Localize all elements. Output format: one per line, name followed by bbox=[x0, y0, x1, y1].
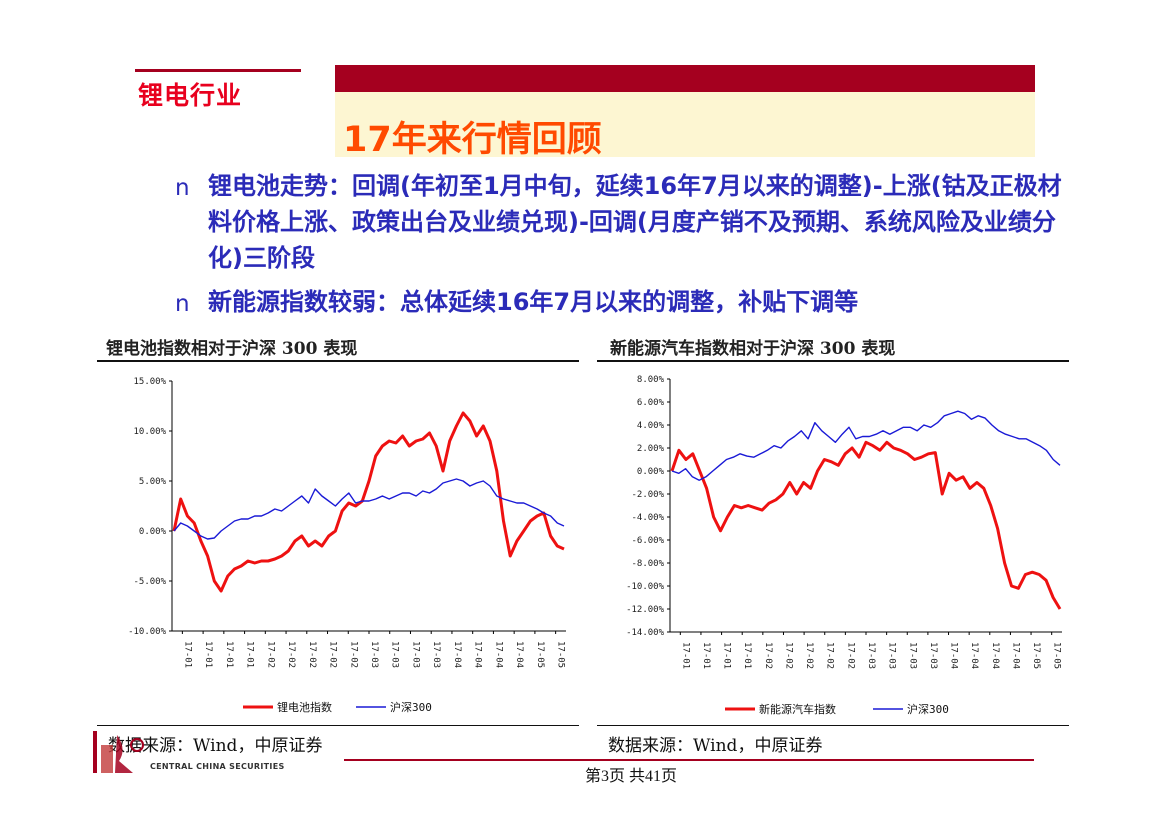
chart1-x-tick-label: 17-04 bbox=[473, 641, 483, 668]
chart2-x-tick-label: 17-03 bbox=[887, 642, 897, 669]
chart2-y-tick-label: 2.00% bbox=[637, 444, 665, 454]
chart1-y-tick-label: 15.00% bbox=[133, 377, 166, 387]
chart2-x-tick-label: 17-04 bbox=[1010, 642, 1020, 669]
chart2-legend-label: 新能源汽车指数 bbox=[759, 702, 836, 716]
chart2-x-tick-label: 17-02 bbox=[783, 642, 793, 669]
chart2-x-tick-label: 17-01 bbox=[722, 642, 732, 669]
chart1-source: 数据来源：Wind，中原证券 bbox=[108, 736, 323, 756]
bullet-marker-2: n bbox=[175, 291, 190, 317]
company-name-en: CENTRAL CHINA SECURITIES bbox=[150, 762, 285, 771]
chart1-x-tick-label: 17-05 bbox=[535, 641, 545, 668]
chart2-y-tick-label: 6.00% bbox=[637, 398, 665, 408]
chart2-x-tick-label: 17-03 bbox=[866, 642, 876, 669]
chart1-x-tick-label: 17-05 bbox=[556, 641, 566, 668]
chart2-y-tick-label: -10.00% bbox=[626, 582, 665, 592]
chart2-top-rule bbox=[597, 360, 1069, 362]
page-title: 17年来行情回顾 bbox=[343, 120, 602, 160]
chart2-x-tick-label: 17-02 bbox=[763, 642, 773, 669]
chart1-y-tick-label: -5.00% bbox=[133, 577, 166, 587]
chart1-x-tick-label: 17-03 bbox=[410, 641, 420, 668]
title-bar bbox=[335, 65, 1035, 92]
chart2-x-tick-label: 17-01 bbox=[680, 642, 690, 669]
chart2-legend-label: 沪深300 bbox=[907, 702, 949, 716]
chart1-title: 锂电池指数相对于沪深 300 表现 bbox=[106, 339, 358, 359]
chart2-y-tick-label: 0.00% bbox=[637, 467, 665, 477]
chart1-x-tick-label: 17-03 bbox=[431, 641, 441, 668]
chart2-x-tick-label: 17-01 bbox=[742, 642, 752, 669]
category-label: 锂电行业 bbox=[138, 81, 243, 110]
chart1-x-tick-label: 17-04 bbox=[493, 641, 503, 668]
chart2-y-tick-label: -4.00% bbox=[631, 513, 664, 523]
chart1-y-tick-label: -10.00% bbox=[128, 627, 167, 637]
chart2-x-tick-label: 17-02 bbox=[804, 642, 814, 669]
bullet-marker-1: n bbox=[175, 175, 190, 201]
chart2-series-benchmark-line bbox=[671, 410, 1061, 481]
chart2-x-tick-label: 17-03 bbox=[928, 642, 938, 669]
chart2-y-tick-label: 8.00% bbox=[637, 375, 665, 385]
chart2-x-tick-label: 17-02 bbox=[845, 642, 855, 669]
page-number: 第3页 共41页 bbox=[585, 768, 678, 785]
chart1-y-tick-label: 5.00% bbox=[139, 477, 167, 487]
chart1-y-tick-label: 10.00% bbox=[133, 427, 166, 437]
chart2-x-tick-label: 17-04 bbox=[969, 642, 979, 669]
chart1-x-tick-label: 17-03 bbox=[390, 641, 400, 668]
chart1-x-tick-label: 17-01 bbox=[203, 641, 213, 668]
chart1-x-tick-label: 17-01 bbox=[224, 641, 234, 668]
chart1-series-primary-line bbox=[172, 411, 565, 593]
chart1-x-tick-label: 17-02 bbox=[328, 641, 338, 668]
chart2-x-tick-label: 17-05 bbox=[1052, 642, 1062, 669]
chart1-series-benchmark-line bbox=[173, 478, 565, 540]
chart2-y-tick-label: -6.00% bbox=[631, 536, 664, 546]
chart2-x-tick-label: 17-01 bbox=[701, 642, 711, 669]
footer-rule bbox=[344, 759, 1034, 761]
chart2-y-tick-label: -14.00% bbox=[626, 628, 665, 638]
bullet-text-2: 新能源指数较弱：总体延续16年7月以来的调整，补贴下调等 bbox=[208, 288, 859, 316]
chart2-title: 新能源汽车指数相对于沪深 300 表现 bbox=[610, 339, 896, 359]
chart1-x-tick-label: 17-04 bbox=[514, 641, 524, 668]
chart1-x-tick-label: 17-01 bbox=[245, 641, 255, 668]
chart2-series-primary-line bbox=[670, 440, 1062, 610]
title-box bbox=[335, 92, 1035, 157]
chart2: 8.00% 6.00% 4.00% 2.00% 0.00% -2.00% -4.00% -6.… bbox=[626, 375, 1062, 716]
chart2-bottom-rule bbox=[597, 725, 1069, 726]
chart1-x-tick-label: 17-01 bbox=[182, 641, 192, 668]
chart1-bottom-rule bbox=[97, 725, 579, 726]
chart1-x-tick-label: 17-02 bbox=[286, 641, 296, 668]
category-rule bbox=[135, 69, 301, 72]
chart1-top-rule bbox=[97, 360, 579, 362]
chart1-y-tick-label: 0.00% bbox=[139, 527, 167, 537]
chart1-x-tick-label: 17-03 bbox=[369, 641, 379, 668]
chart2-x-tick-label: 17-05 bbox=[1031, 642, 1041, 669]
chart2-x-tick-label: 17-03 bbox=[907, 642, 917, 669]
company-logo bbox=[93, 731, 144, 773]
bullet-text-1: 锂电池走势：回调(年初至1月中旬，延续16年7月以来的调整)-上涨(钴及正极材料… bbox=[208, 172, 1062, 272]
chart1-legend-label: 沪深300 bbox=[390, 700, 432, 714]
chart2-y-tick-label: -12.00% bbox=[626, 605, 665, 615]
chart1-x-tick-label: 17-02 bbox=[265, 641, 275, 668]
chart2-y-tick-label: -2.00% bbox=[631, 490, 664, 500]
chart1-x-tick-label: 17-02 bbox=[307, 641, 317, 668]
chart1-legend-label: 锂电池指数 bbox=[277, 700, 332, 714]
chart2-x-tick-label: 17-04 bbox=[949, 642, 959, 669]
chart2-y-tick-label: -8.00% bbox=[631, 559, 664, 569]
chart2-y-tick-label: 4.00% bbox=[637, 421, 665, 431]
chart2-x-tick-label: 17-04 bbox=[990, 642, 1000, 669]
chart1-x-tick-label: 17-04 bbox=[452, 641, 462, 668]
chart1-x-tick-label: 17-02 bbox=[348, 641, 358, 668]
chart2-x-tick-label: 17-02 bbox=[825, 642, 835, 669]
chart2-source: 数据来源：Wind，中原证券 bbox=[608, 736, 823, 756]
chart1: 15.00% 10.00% 5.00% 0.00% -5.00% -10.00% 17-01… bbox=[128, 377, 566, 714]
